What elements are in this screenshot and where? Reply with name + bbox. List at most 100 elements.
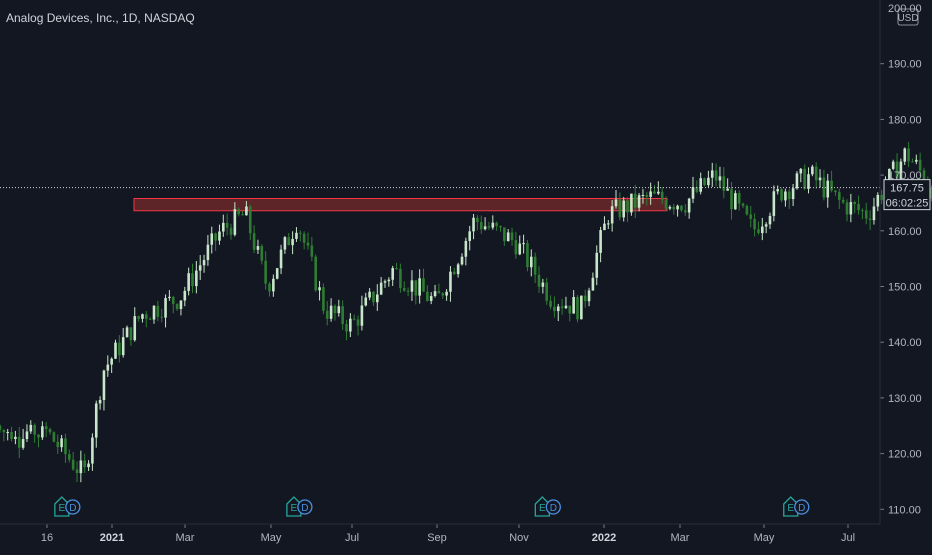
candle-body <box>664 200 668 209</box>
candle-body <box>560 306 564 309</box>
dividend-event-icon[interactable] <box>545 499 561 515</box>
candle-body <box>295 232 298 239</box>
candle-body <box>56 441 60 448</box>
candle-body <box>449 271 452 292</box>
candle-body <box>129 327 133 341</box>
candle-body <box>787 191 791 200</box>
candle-body <box>114 342 117 359</box>
candle-body <box>306 242 310 246</box>
candle-body <box>21 439 25 448</box>
candle-body <box>637 195 641 208</box>
y-tick-label: 140.00 <box>888 337 922 349</box>
candle-body <box>506 232 510 242</box>
candle-body <box>391 268 394 280</box>
y-tick-label: 160.00 <box>888 226 922 238</box>
candle-body <box>553 306 556 312</box>
y-tick-label: 150.00 <box>888 282 922 294</box>
candle-body <box>799 168 803 174</box>
candle-body <box>310 245 314 257</box>
x-tick-label: May <box>754 532 775 544</box>
event-icon-label: D <box>798 503 805 514</box>
event-icon-label: D <box>69 503 76 514</box>
candle-body <box>849 202 853 215</box>
support-zone-rectangle[interactable] <box>133 197 668 212</box>
x-tick-label: 16 <box>41 532 53 544</box>
event-icon-label: E <box>291 503 298 514</box>
candle-body <box>387 279 391 282</box>
candle-body <box>907 148 910 162</box>
candle-body <box>614 199 618 207</box>
candle-body <box>102 370 106 401</box>
candle-body <box>364 297 368 306</box>
candle-body <box>811 166 814 175</box>
candle-body <box>795 173 799 189</box>
candle-body <box>791 188 795 200</box>
candle-body <box>814 166 818 181</box>
candle-body <box>899 161 903 179</box>
candle-body <box>318 287 321 291</box>
candle-body <box>352 318 356 320</box>
candle-body <box>607 223 610 225</box>
candle-body <box>145 314 148 319</box>
candle-body <box>753 218 756 230</box>
candle-body <box>14 436 17 440</box>
support-zone-layer[interactable] <box>133 197 668 212</box>
candle-body <box>568 305 572 314</box>
candle-body <box>402 287 406 291</box>
candle-body <box>91 437 94 464</box>
y-tick-label: 110.00 <box>888 504 921 516</box>
candle-body <box>245 206 248 216</box>
candle-body <box>649 191 652 197</box>
candle-body <box>487 226 491 228</box>
candle-body <box>37 434 40 438</box>
candle-body <box>291 238 294 246</box>
candle-body <box>456 264 460 275</box>
candle-body <box>680 205 683 211</box>
y-axis[interactable]: 110.00 120.00 130.00 140.00 150.00 160.00 170.… <box>879 0 922 524</box>
dividend-event-icon[interactable] <box>297 499 313 515</box>
dividend-event-icon[interactable] <box>794 499 810 515</box>
candle-body <box>44 426 48 430</box>
y-tick-label: 170.00 <box>888 170 922 182</box>
candle-body <box>768 215 772 225</box>
candle-body <box>237 209 240 215</box>
candle-body <box>437 291 441 294</box>
candle-body <box>422 278 425 292</box>
candle-body <box>345 323 348 332</box>
candle-body <box>503 227 506 242</box>
candle-body <box>94 403 98 438</box>
candle-body <box>329 305 333 319</box>
candle-body <box>275 268 279 279</box>
event-icon-label: E <box>787 503 794 514</box>
candle-body <box>272 278 275 292</box>
candle-body <box>283 237 287 250</box>
candle-body <box>87 463 90 468</box>
candle-body <box>183 290 187 301</box>
candle-body <box>406 290 410 292</box>
currency-badge[interactable]: USD <box>897 8 919 26</box>
candle-body <box>526 243 529 268</box>
candle-body <box>52 432 56 442</box>
candle-body <box>426 291 429 301</box>
candle-body <box>17 436 21 448</box>
dividend-event-icon[interactable] <box>65 499 81 515</box>
candle-body <box>888 168 891 187</box>
candle-body <box>64 438 67 455</box>
candle-body <box>633 193 637 208</box>
x-axis[interactable]: 16 2021 Mar May Jul Sep Nov 2022 Mar May Jul <box>0 523 880 544</box>
candle-body <box>179 300 183 310</box>
candle-body <box>891 161 895 169</box>
candle-body <box>191 273 194 287</box>
x-tick-label: 2021 <box>100 532 124 544</box>
candle-body <box>206 244 210 261</box>
candle-body <box>0 425 2 430</box>
candle-body <box>156 305 160 317</box>
candle-body <box>152 305 156 320</box>
candle-body <box>445 291 448 296</box>
candle-body <box>861 210 864 212</box>
events-layer[interactable]: EDEDEDEDEDE <box>54 496 932 517</box>
candle-body <box>510 232 514 241</box>
y-tick-label: 120.00 <box>888 449 922 461</box>
